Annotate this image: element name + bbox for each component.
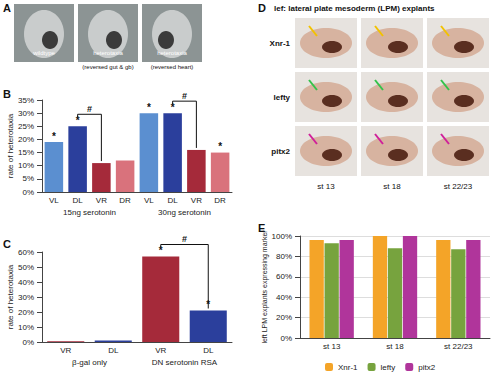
svg-text:pitx2: pitx2 [418,363,435,372]
svg-text:0%: 0% [22,338,34,347]
svg-text:0%: 0% [280,334,292,343]
svg-text:#: # [87,104,92,114]
svg-text:VR: VR [60,346,71,355]
svg-text:*: * [147,102,151,113]
svg-text:left LPM explants expressing m: left LPM explants expressing marker [261,230,269,344]
svg-text:#: # [182,234,187,244]
svg-text:heterotaxia: heterotaxia [157,50,187,56]
svg-text:lef: lateral plate mesoderm (L: lef: lateral plate mesoderm (LPM) explan… [274,4,435,13]
svg-text:lefty: lefty [381,363,396,372]
svg-text:40%: 40% [276,293,292,302]
svg-text:st 13: st 13 [317,182,335,191]
svg-text:0%: 0% [22,188,34,197]
svg-text:VR: VR [155,346,166,355]
svg-text:60%: 60% [276,272,292,281]
svg-text:st 22/23: st 22/23 [444,182,473,191]
svg-text:rate of heterotaxia: rate of heterotaxia [6,113,15,178]
svg-text:15ng serotonin: 15ng serotonin [63,208,116,217]
svg-text:30%: 30% [18,109,34,118]
svg-text:C: C [3,238,11,250]
svg-text:DR: DR [214,196,226,205]
svg-text:D: D [258,2,266,14]
svg-text:VR: VR [191,196,202,205]
svg-text:25%: 25% [18,122,34,131]
svg-text:20%: 20% [18,135,34,144]
svg-text:VR: VR [96,196,107,205]
svg-text:Xnr-1: Xnr-1 [338,363,358,372]
svg-text:35%: 35% [18,96,34,105]
svg-text:heterotaxia: heterotaxia [93,50,123,56]
svg-text:80%: 80% [276,252,292,261]
svg-text:DR: DR [119,196,131,205]
svg-text:E: E [258,221,266,234]
svg-text:A: A [3,2,11,14]
svg-text:lefty: lefty [274,93,291,102]
svg-text:st 18: st 18 [383,182,401,191]
svg-text:(reversed heart): (reversed heart) [151,64,194,70]
svg-text:10%: 10% [18,323,34,332]
svg-text:*: * [52,131,56,142]
svg-text:100%: 100% [272,232,292,241]
svg-text:40%: 40% [18,278,34,287]
svg-text:DL: DL [73,196,84,205]
svg-text:60%: 60% [18,248,34,257]
svg-text:st 18: st 18 [386,342,404,351]
svg-text:Xnr-1: Xnr-1 [270,39,291,48]
svg-text:DL: DL [108,346,119,355]
svg-text:*: * [218,141,222,152]
svg-text:DL: DL [168,196,179,205]
svg-text:st 22/23: st 22/23 [444,342,473,351]
svg-text:10%: 10% [18,161,34,170]
svg-text:5%: 5% [22,174,34,183]
svg-text:50%: 50% [18,263,34,272]
svg-text:20%: 20% [276,313,292,322]
svg-text:#: # [182,91,187,101]
svg-text:st 13: st 13 [323,342,341,351]
svg-text:DN serotonin RSA: DN serotonin RSA [152,358,218,367]
svg-text:30ng serotonin: 30ng serotonin [158,208,211,217]
svg-text:15%: 15% [18,148,34,157]
svg-text:pitx2: pitx2 [271,147,290,156]
svg-text:DL: DL [203,346,214,355]
svg-text:VL: VL [49,196,59,205]
svg-text:β-gal only: β-gal only [72,358,107,367]
svg-text:20%: 20% [18,308,34,317]
svg-text:(reversed gut & gb): (reversed gut & gb) [82,64,133,70]
svg-text:30%: 30% [18,293,34,302]
svg-text:rate of heterotaxia: rate of heterotaxia [6,264,15,329]
svg-text:VL: VL [144,196,154,205]
svg-text:wildtype: wildtype [32,50,55,56]
svg-text:B: B [3,88,11,100]
